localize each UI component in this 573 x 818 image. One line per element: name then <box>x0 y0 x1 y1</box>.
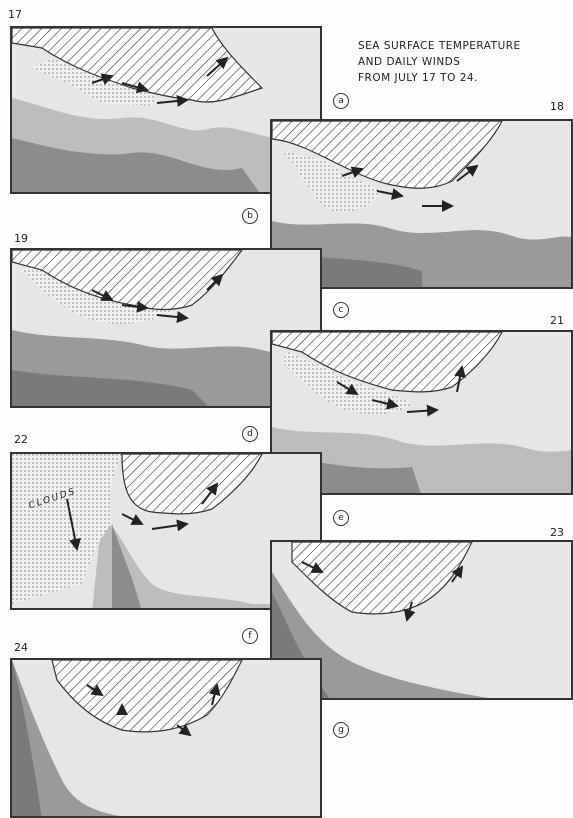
day-label-22: 22 <box>14 433 28 446</box>
panel-letter-g: g <box>333 722 349 738</box>
map-panel-22: CLOUDS <box>10 452 322 610</box>
panel-letter-b: b <box>242 208 258 224</box>
title-line-3: FROM JULY 17 TO 24. <box>358 72 478 84</box>
panel-letter-c: c <box>333 302 349 318</box>
panel-letter-f: f <box>242 628 258 644</box>
day-label-24: 24 <box>14 641 28 654</box>
title-line-1: SEA SURFACE TEMPERATURE <box>358 40 521 52</box>
map-panel-24 <box>10 658 322 818</box>
day-label-19: 19 <box>14 232 28 245</box>
panel-letter-e: e <box>333 510 349 526</box>
day-label-18: 18 <box>550 100 564 113</box>
day-label-21: 21 <box>550 314 564 327</box>
day-label-23: 23 <box>550 526 564 539</box>
map-panel-17 <box>10 26 322 194</box>
panel-letter-a: a <box>333 93 349 109</box>
figure-title: SEA SURFACE TEMPERATURE AND DAILY WINDS … <box>358 38 521 86</box>
day-label-17: 17 <box>8 8 22 21</box>
title-line-2: AND DAILY WINDS <box>358 56 461 68</box>
panel-letter-d: d <box>242 426 258 442</box>
